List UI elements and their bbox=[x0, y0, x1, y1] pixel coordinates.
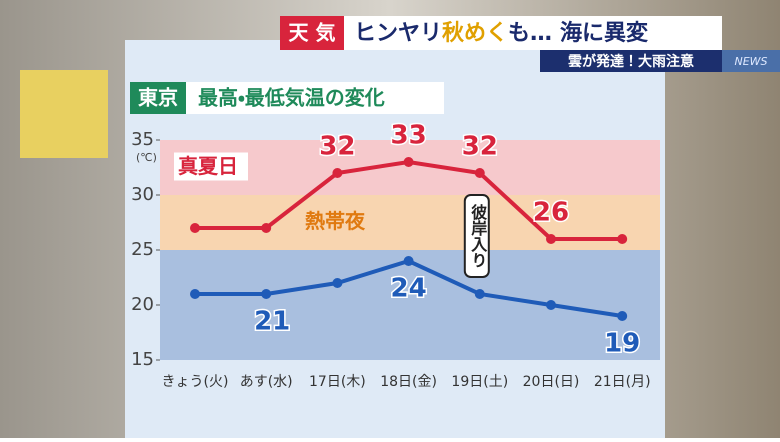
value-label: 32 bbox=[462, 132, 498, 162]
value-label: 24 bbox=[391, 274, 427, 304]
headline-part: 海に異変 bbox=[560, 20, 648, 46]
headline-part: 秋めく bbox=[442, 21, 508, 46]
headline-part: も… bbox=[508, 21, 552, 46]
headline-bg bbox=[344, 16, 722, 50]
subheadline: 雲が発達！大雨注意 bbox=[568, 53, 694, 70]
band-label: 熱帯夜 bbox=[305, 209, 366, 233]
band-label-bg bbox=[174, 152, 248, 181]
x-tick-label: 19日(土) bbox=[451, 374, 508, 390]
x-tick-label: 20日(日) bbox=[523, 374, 580, 390]
value-label: 21 bbox=[254, 307, 290, 337]
y-tick-label: 25 bbox=[131, 239, 154, 260]
data-point bbox=[190, 289, 200, 299]
x-tick-label: 17日(木) bbox=[309, 374, 366, 390]
y-unit: (℃) bbox=[136, 151, 157, 164]
value-label: 32 bbox=[319, 132, 355, 162]
data-point bbox=[617, 234, 628, 244]
header-badge-bg bbox=[280, 16, 344, 50]
y-tick-label: 35 bbox=[131, 129, 154, 150]
location-bg bbox=[130, 82, 186, 114]
y-tick-label: 20 bbox=[131, 294, 154, 315]
location: 東京 bbox=[138, 86, 178, 110]
x-tick-label: きょう(火) bbox=[162, 374, 229, 390]
chart-title: 最高・最低気温の変化 bbox=[198, 86, 385, 110]
value-label: 19 bbox=[604, 329, 640, 359]
data-point bbox=[261, 289, 272, 299]
x-tick-label: あす(水) bbox=[240, 374, 293, 390]
data-point bbox=[332, 168, 343, 178]
headline: ヒンヤリ秋めくも… 海に異変 bbox=[354, 20, 648, 46]
data-point bbox=[617, 311, 628, 321]
title-bg bbox=[186, 82, 444, 114]
band-label: 真夏日 bbox=[178, 154, 238, 178]
value-label: 33 bbox=[391, 121, 427, 151]
logo-bg bbox=[722, 50, 780, 72]
data-point bbox=[474, 289, 485, 299]
y-tick-label: 30 bbox=[131, 184, 154, 205]
data-point bbox=[474, 168, 485, 178]
value-label: 26 bbox=[533, 198, 569, 228]
data-point bbox=[403, 256, 414, 266]
subheadline-bg bbox=[540, 50, 722, 72]
logo: NEWS bbox=[734, 55, 767, 68]
inset-thumbnail bbox=[20, 70, 108, 158]
data-point bbox=[190, 223, 200, 233]
temperature-band bbox=[160, 195, 660, 250]
annotation: 彼岸入り bbox=[468, 203, 488, 268]
temperature-band bbox=[160, 250, 660, 360]
headline-part: ヒンヤリ bbox=[354, 21, 442, 46]
y-tick-label: 15 bbox=[131, 349, 154, 370]
annotation-box bbox=[463, 194, 490, 278]
data-point bbox=[403, 157, 414, 167]
data-point bbox=[261, 223, 272, 233]
data-point bbox=[546, 234, 556, 244]
x-tick-label: 21日(月) bbox=[594, 374, 651, 390]
header-badge: 天 気 bbox=[289, 21, 336, 45]
data-point bbox=[546, 300, 556, 310]
x-tick-label: 18日(金) bbox=[380, 374, 437, 390]
data-point bbox=[332, 278, 343, 288]
